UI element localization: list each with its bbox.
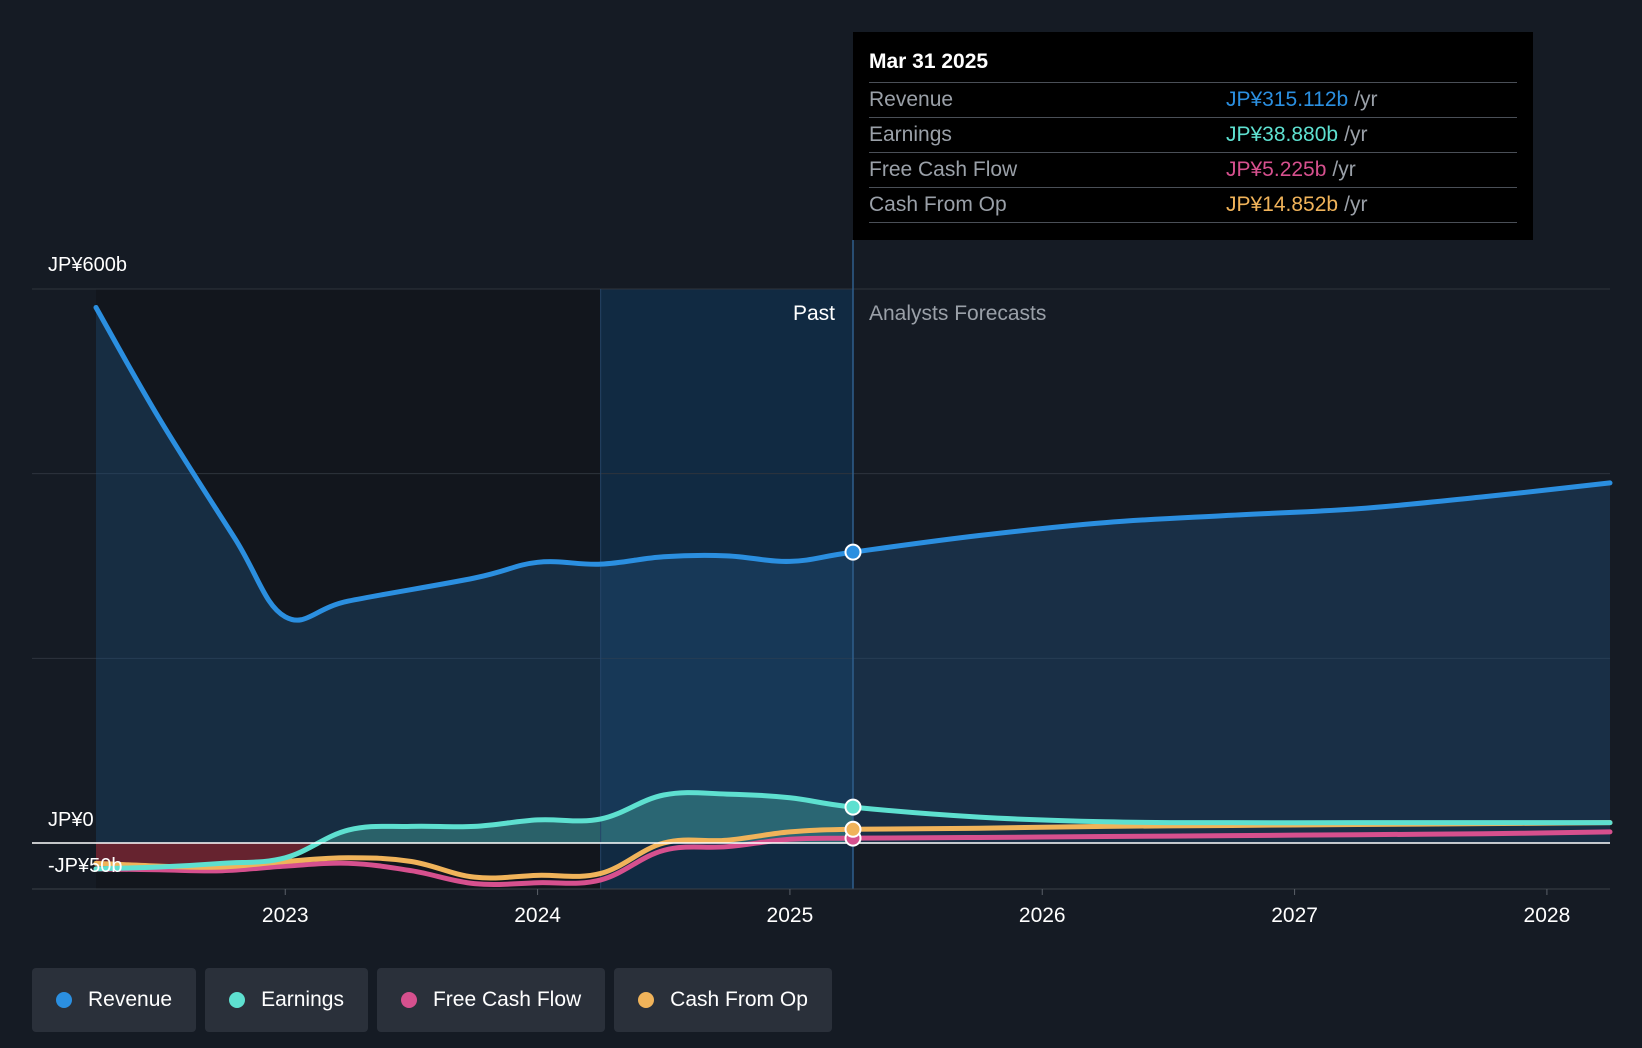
legend-item-cash-from-op[interactable]: Cash From Op — [614, 968, 832, 1032]
earnings-dot-icon — [229, 992, 246, 1008]
series-lines — [93, 304, 1613, 887]
x-tick-label: 2027 — [1271, 904, 1318, 927]
tooltip-value: JP¥5.225b — [1226, 158, 1327, 181]
series-line-free-cash-flow — [93, 829, 1613, 887]
past-label: Past — [793, 302, 835, 325]
tooltip-label: Revenue — [869, 88, 954, 111]
tooltip-value: JP¥14.852b — [1226, 193, 1339, 216]
free-cash-flow-dot-icon — [400, 992, 417, 1008]
tooltip-value: JP¥38.880b — [1226, 123, 1339, 146]
tooltip-label: Cash From Op — [869, 193, 1007, 216]
tooltip-date: Mar 31 2025 — [869, 50, 989, 73]
x-tick-label: 2028 — [1524, 904, 1571, 927]
x-tick-label: 2023 — [262, 904, 309, 927]
series-line-revenue — [93, 304, 1613, 623]
legend-label: Revenue — [88, 988, 173, 1011]
x-tick-label: 2026 — [1019, 904, 1066, 927]
tooltip-row-cash-from-op: Cash From Op JP¥14.852b /yr — [869, 187, 1517, 223]
y-axis-label-top: JP¥600b — [48, 254, 127, 276]
legend-label: Cash From Op — [670, 988, 808, 1011]
x-axis-ticks: 2023 2024 2025 2026 2027 2028 — [262, 889, 1570, 927]
series-line-earnings — [93, 790, 1613, 872]
legend: Revenue Earnings Free Cash Flow Cash Fro… — [32, 968, 832, 1032]
marker-earnings — [844, 798, 862, 816]
tooltip-row-earnings: Earnings JP¥38.880b /yr — [869, 117, 1517, 152]
earnings-area — [96, 792, 853, 843]
legend-label: Earnings — [261, 988, 344, 1011]
legend-item-free-cash-flow[interactable]: Free Cash Flow — [376, 968, 606, 1032]
cash-from-op-dot-icon — [638, 992, 655, 1008]
y-axis-label-negative: -JP¥50b — [48, 855, 123, 877]
tooltip-unit: /yr — [1354, 88, 1378, 111]
tooltip-value: JP¥315.112b — [1226, 88, 1349, 111]
tooltip-unit: /yr — [1344, 123, 1368, 146]
hover-markers — [844, 543, 862, 847]
legend-item-revenue[interactable]: Revenue — [32, 968, 197, 1032]
tooltip-unit: /yr — [1344, 193, 1368, 216]
marker-revenue — [844, 543, 862, 561]
revenue-dot-icon — [56, 992, 72, 1008]
marker-cash-from-op — [844, 820, 862, 838]
legend-label: Free Cash Flow — [432, 988, 582, 1011]
tooltip-label: Earnings — [869, 123, 952, 146]
recent-highlight — [600, 289, 853, 889]
x-tick-label: 2024 — [514, 904, 561, 927]
tooltip-unit: /yr — [1332, 158, 1356, 181]
y-axis-label-zero: JP¥0 — [48, 809, 94, 831]
tooltip: Mar 31 2025 Revenue JP¥315.112b /yr Earn… — [853, 32, 1533, 240]
tooltip-row-revenue: Revenue JP¥315.112b /yr — [869, 82, 1517, 117]
earnings-negative-area — [96, 843, 853, 869]
forecast-label: Analysts Forecasts — [869, 302, 1046, 325]
gridlines — [32, 288, 1610, 659]
tooltip-row-free-cash-flow: Free Cash Flow JP¥5.225b /yr — [869, 152, 1517, 187]
tooltip-label: Free Cash Flow — [869, 158, 1018, 181]
legend-item-earnings[interactable]: Earnings — [205, 968, 368, 1032]
x-tick-label: 2025 — [767, 904, 814, 927]
